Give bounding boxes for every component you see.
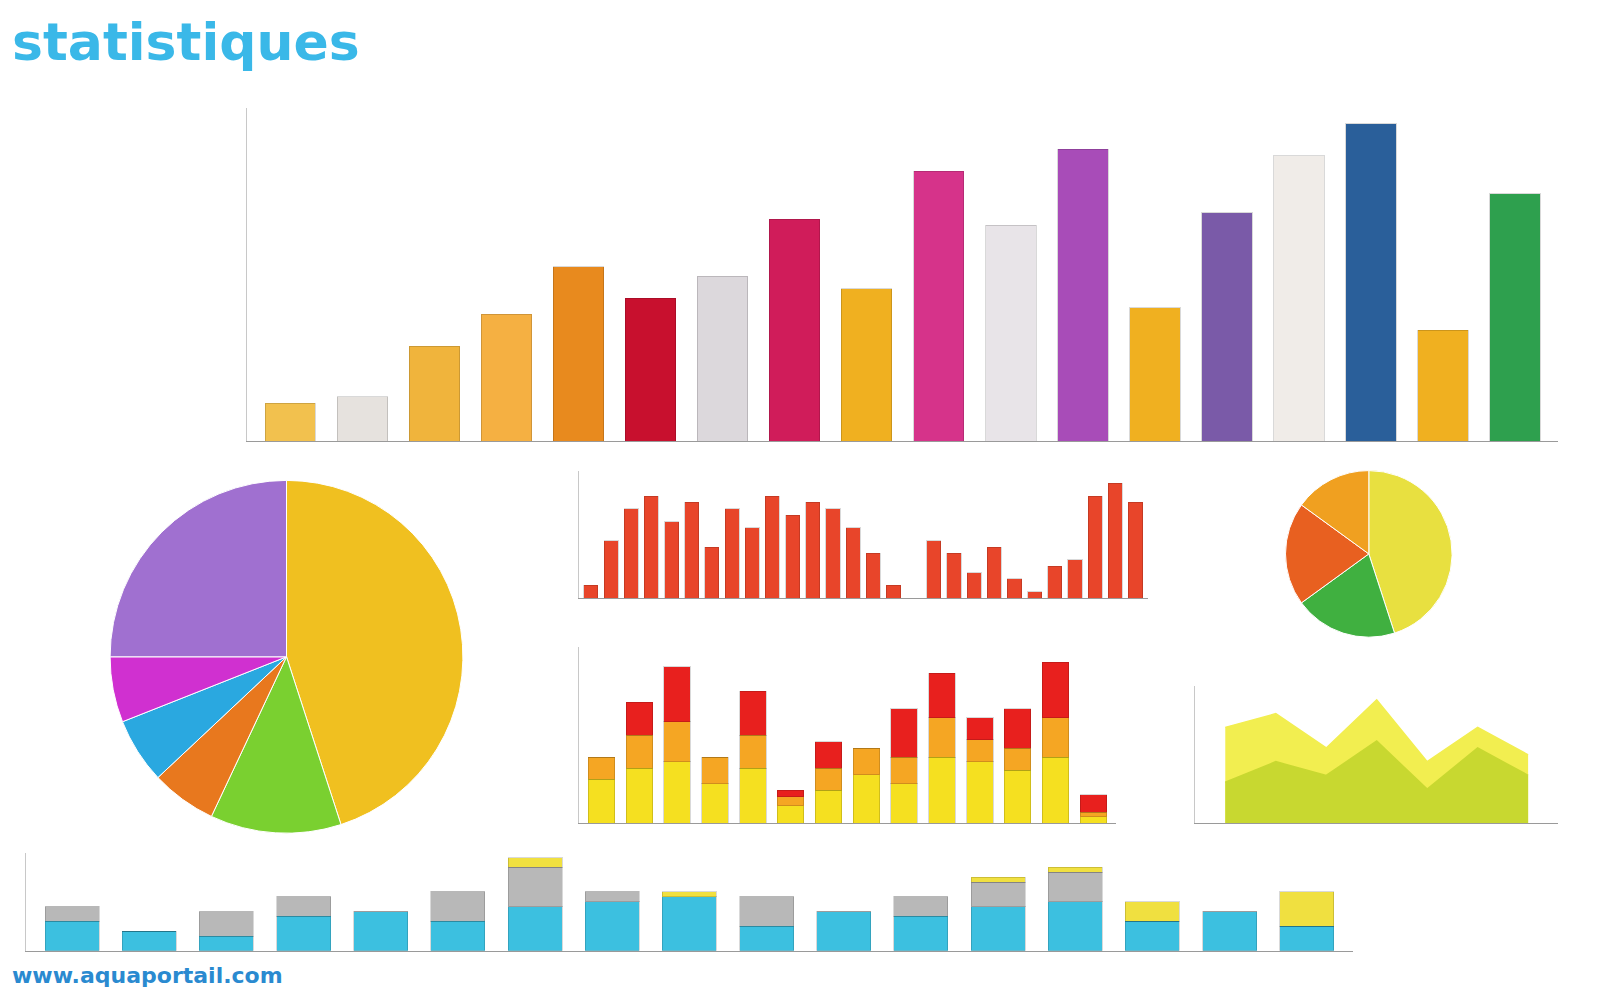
svg-text:statistiques: statistiques <box>12 12 360 72</box>
svg-text:www.aquaportail.com: www.aquaportail.com <box>12 963 283 988</box>
